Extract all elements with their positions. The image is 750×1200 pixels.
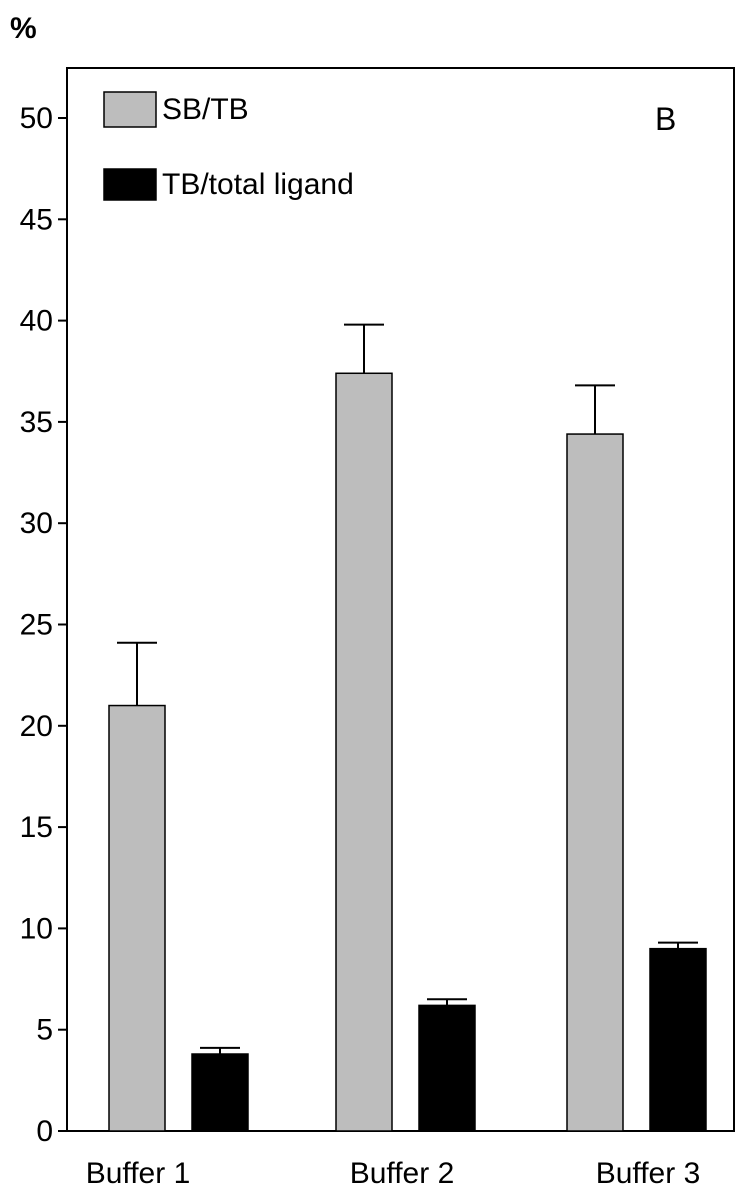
bar-tb-total-ligand-buffer-2 <box>418 1004 476 1132</box>
bar-sb-tb-buffer-1 <box>108 704 166 1132</box>
x-axis: Buffer 1 Buffer 2 Buffer 3 <box>86 1157 701 1190</box>
y-tick-label-0: 0 <box>36 1115 53 1148</box>
x-category-label-buffer-1: Buffer 1 <box>86 1157 191 1190</box>
bar-sb-tb-buffer-2 <box>335 372 393 1132</box>
y-tick-label-35: 35 <box>20 406 53 439</box>
legend-label-tb-total-ligand: TB/total ligand <box>162 168 354 201</box>
bar-tb-total-ligand-buffer-1 <box>191 1053 249 1132</box>
y-tick-label-25: 25 <box>20 609 53 642</box>
x-category-label-buffer-3: Buffer 3 <box>596 1157 701 1190</box>
y-tick-label-10: 10 <box>20 912 53 945</box>
y-tick-label-40: 40 <box>20 305 53 338</box>
bars <box>108 323 707 1132</box>
x-category-label-buffer-2: Buffer 2 <box>350 1157 455 1190</box>
legend-swatch-sbtb <box>103 91 157 128</box>
y-tick-label-15: 15 <box>20 811 53 844</box>
legend-swatch-tb-total-ligand <box>103 168 157 201</box>
legend: SB/TB TB/total ligand <box>103 91 354 201</box>
y-axis-unit: % <box>10 12 37 45</box>
bar-sb-tb-buffer-3 <box>566 433 624 1132</box>
y-tick-label-45: 45 <box>20 203 53 236</box>
y-axis: 0 5 10 15 20 25 30 35 40 45 50 <box>20 102 67 1148</box>
legend-label-sbtb: SB/TB <box>162 93 249 126</box>
panel-label: B <box>655 101 676 137</box>
bar-tb-total-ligand-buffer-3 <box>649 947 707 1132</box>
y-tick-label-30: 30 <box>20 507 53 540</box>
y-tick-label-5: 5 <box>36 1014 53 1047</box>
plot-frame <box>66 67 735 1132</box>
y-tick-label-50: 50 <box>20 102 53 135</box>
y-tick-label-20: 20 <box>20 710 53 743</box>
